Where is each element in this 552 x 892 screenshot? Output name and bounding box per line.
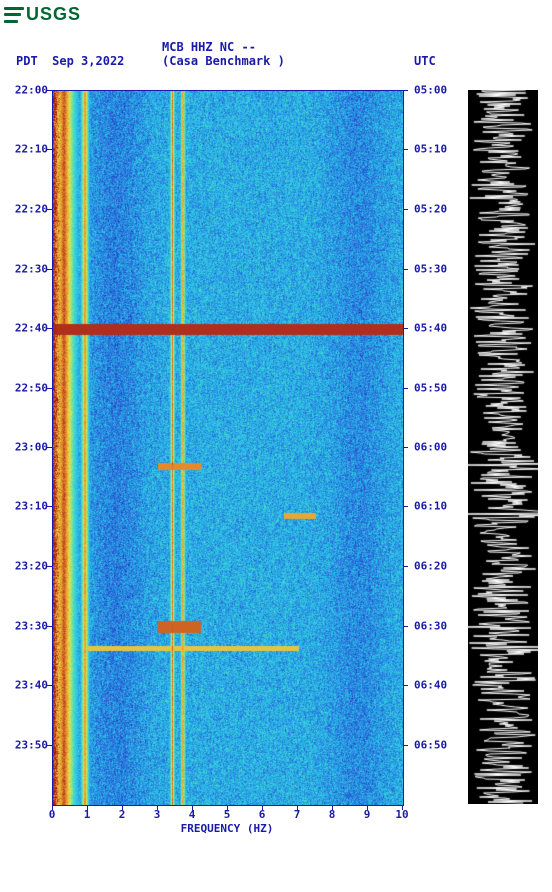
y-tick-right: 06:10 — [414, 500, 447, 513]
y-tick-left: 22:40 — [15, 321, 48, 334]
usgs-logo: USGS — [4, 4, 81, 25]
trace-canvas — [468, 90, 538, 804]
y-tick-left: 23:00 — [15, 441, 48, 454]
y-tick-left: 22:50 — [15, 381, 48, 394]
y-tick-right: 06:00 — [414, 441, 447, 454]
y-tick-left: 23:20 — [15, 560, 48, 573]
tz-right: UTC — [414, 54, 436, 68]
y-tick-right: 05:20 — [414, 203, 447, 216]
y-tick-left: 22:20 — [15, 203, 48, 216]
y-tick-right: 05:10 — [414, 143, 447, 156]
station-code: MCB HHZ NC -- — [162, 40, 256, 54]
y-tick-left: 23:30 — [15, 619, 48, 632]
y-tick-right: 06:30 — [414, 619, 447, 632]
y-tick-right: 05:00 — [414, 84, 447, 97]
y-tick-right: 06:20 — [414, 560, 447, 573]
y-tick-left: 22:30 — [15, 262, 48, 275]
y-tick-left: 23:10 — [15, 500, 48, 513]
station-name: (Casa Benchmark ) — [162, 54, 285, 68]
y-tick-left: 23:40 — [15, 678, 48, 691]
y-tick-left: 22:00 — [15, 84, 48, 97]
x-axis-label: FREQUENCY (HZ) — [52, 822, 402, 835]
seismic-trace-panel — [468, 90, 538, 804]
y-tick-right: 06:50 — [414, 738, 447, 751]
usgs-text: USGS — [26, 4, 81, 25]
y-tick-right: 06:40 — [414, 678, 447, 691]
tz-left: PDT Sep 3,2022 — [16, 54, 124, 68]
y-tick-right: 05:30 — [414, 262, 447, 275]
spectrogram-plot — [52, 90, 404, 806]
y-tick-left: 23:50 — [15, 738, 48, 751]
y-tick-right: 05:40 — [414, 321, 447, 334]
y-tick-right: 05:50 — [414, 381, 447, 394]
spectrogram-canvas — [53, 91, 403, 805]
y-tick-left: 22:10 — [15, 143, 48, 156]
usgs-wave-icon — [4, 7, 24, 23]
